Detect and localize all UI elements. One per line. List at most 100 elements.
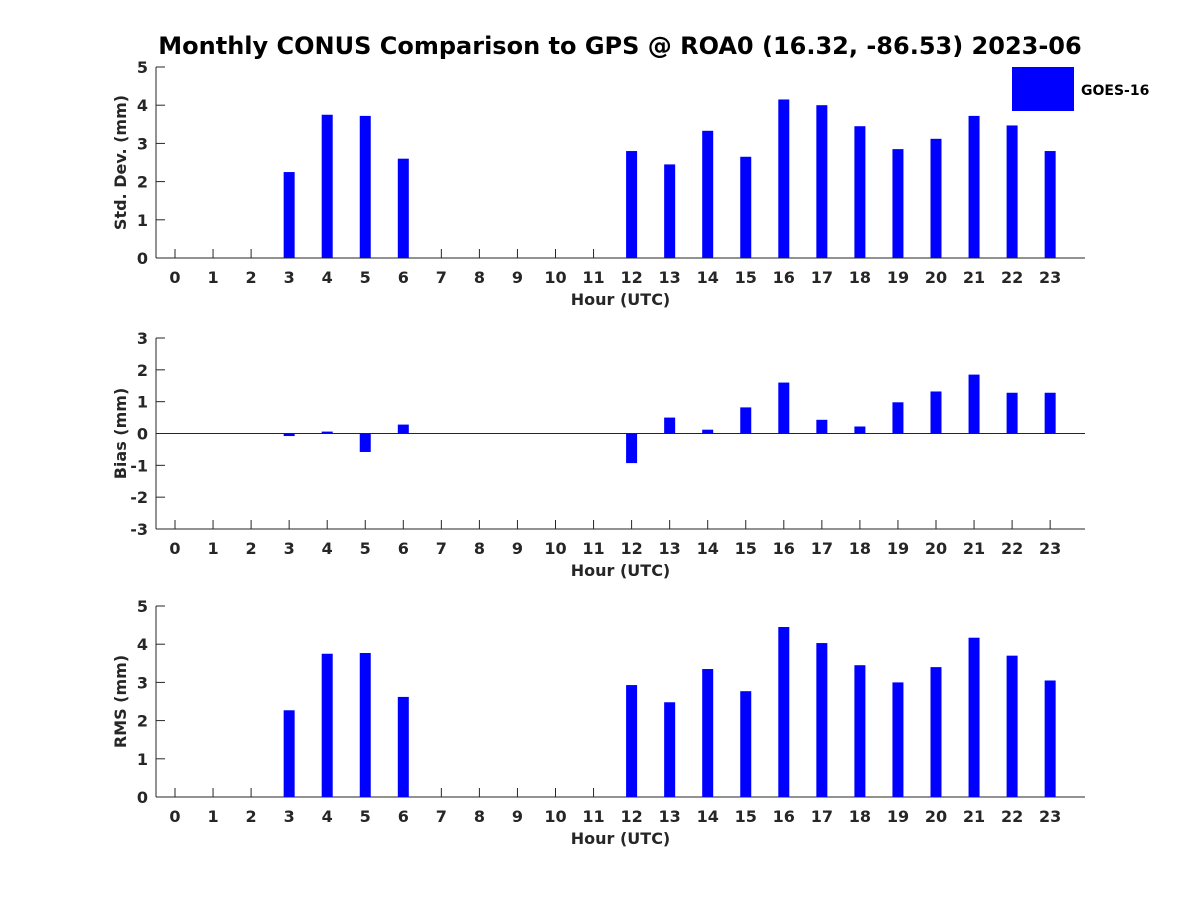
x-tick-label: 21: [963, 268, 985, 287]
bar-hour-6: [397, 424, 409, 434]
bar-hour-4: [321, 653, 333, 797]
bar-hour-21: [968, 637, 980, 797]
y-axis-label: RMS (mm): [111, 655, 130, 748]
x-tick-label: 13: [659, 807, 681, 826]
x-tick-label: 21: [963, 807, 985, 826]
bar-hour-22: [1006, 655, 1018, 797]
x-tick-label: 15: [735, 268, 757, 287]
bar-hour-14: [702, 130, 714, 258]
y-tick-label: -2: [130, 488, 148, 507]
x-tick-label: 20: [925, 539, 947, 558]
x-tick-label: 3: [284, 539, 295, 558]
x-tick-label: 9: [512, 268, 523, 287]
bar-hour-14: [702, 669, 714, 797]
x-tick-label: 5: [360, 539, 371, 558]
x-tick-label: 2: [246, 807, 257, 826]
bar-hour-5: [359, 652, 371, 797]
x-tick-label: 20: [925, 807, 947, 826]
x-axis-label: Hour (UTC): [571, 829, 671, 848]
bar-hour-3: [283, 433, 295, 437]
x-tick-label: 15: [735, 539, 757, 558]
x-tick-label: 5: [360, 807, 371, 826]
x-tick-label: 0: [169, 807, 180, 826]
bar-hour-6: [397, 158, 409, 258]
bar-hour-12: [626, 685, 638, 797]
y-tick-label: 5: [137, 597, 148, 616]
bar-hour-15: [740, 156, 752, 258]
x-tick-label: 17: [811, 807, 833, 826]
x-tick-label: 17: [811, 539, 833, 558]
x-tick-label: 10: [544, 807, 566, 826]
x-tick-label: 23: [1039, 268, 1061, 287]
y-tick-label: 3: [137, 134, 148, 153]
bar-hour-5: [359, 433, 371, 452]
x-tick-label: 1: [207, 268, 218, 287]
x-tick-label: 11: [582, 268, 604, 287]
bar-hour-12: [626, 433, 638, 464]
bar-hour-21: [968, 115, 980, 259]
bar-hour-23: [1044, 680, 1056, 797]
x-tick-label: 5: [360, 268, 371, 287]
y-tick-label: 3: [137, 329, 148, 348]
x-tick-label: 3: [284, 268, 295, 287]
x-tick-label: 10: [544, 268, 566, 287]
x-tick-label: 21: [963, 539, 985, 558]
y-axis-label: Bias (mm): [111, 388, 130, 480]
x-tick-label: 19: [887, 268, 909, 287]
bar-hour-13: [664, 702, 676, 797]
y-tick-label: 1: [137, 750, 148, 769]
x-tick-label: 15: [735, 807, 757, 826]
bar-hour-18: [854, 126, 866, 259]
x-tick-label: 14: [697, 807, 719, 826]
bar-hour-18: [854, 426, 866, 434]
bar-hour-16: [778, 627, 790, 797]
x-tick-label: 6: [398, 268, 409, 287]
x-tick-label: 22: [1001, 268, 1023, 287]
x-tick-label: 8: [474, 539, 485, 558]
x-axis-label: Hour (UTC): [571, 561, 671, 580]
y-tick-label: 0: [137, 788, 148, 807]
y-tick-label: 0: [137, 249, 148, 268]
x-tick-label: 2: [246, 268, 257, 287]
x-tick-label: 23: [1039, 539, 1061, 558]
x-tick-label: 4: [322, 539, 333, 558]
bar-hour-21: [968, 374, 980, 434]
bar-hour-15: [740, 407, 752, 434]
bar-hour-6: [397, 696, 409, 797]
y-tick-label: 1: [137, 211, 148, 230]
x-tick-label: 13: [659, 268, 681, 287]
bar-hour-17: [816, 643, 828, 797]
x-tick-label: 16: [773, 539, 795, 558]
bar-hour-15: [740, 691, 752, 797]
x-tick-label: 9: [512, 539, 523, 558]
bar-hour-20: [930, 391, 942, 434]
y-tick-label: 2: [137, 361, 148, 380]
x-axis-label: Hour (UTC): [571, 290, 671, 309]
legend-swatch: [1012, 67, 1074, 111]
x-tick-label: 12: [620, 268, 642, 287]
x-tick-label: 7: [436, 539, 447, 558]
bar-hour-23: [1044, 151, 1056, 258]
bar-hour-23: [1044, 392, 1056, 434]
x-tick-label: 18: [849, 807, 871, 826]
x-tick-label: 6: [398, 807, 409, 826]
x-tick-label: 1: [207, 539, 218, 558]
x-tick-label: 16: [773, 268, 795, 287]
y-tick-label: 2: [137, 712, 148, 731]
y-tick-label: -3: [130, 520, 148, 539]
x-tick-label: 18: [849, 539, 871, 558]
bar-hour-12: [626, 151, 638, 258]
x-tick-label: 6: [398, 539, 409, 558]
bar-hour-13: [664, 417, 676, 434]
y-tick-label: 4: [137, 96, 148, 115]
bar-hour-22: [1006, 125, 1018, 258]
y-tick-label: 2: [137, 173, 148, 192]
bar-hour-13: [664, 164, 676, 258]
x-tick-label: 19: [887, 539, 909, 558]
x-tick-label: 18: [849, 268, 871, 287]
x-tick-label: 16: [773, 807, 795, 826]
